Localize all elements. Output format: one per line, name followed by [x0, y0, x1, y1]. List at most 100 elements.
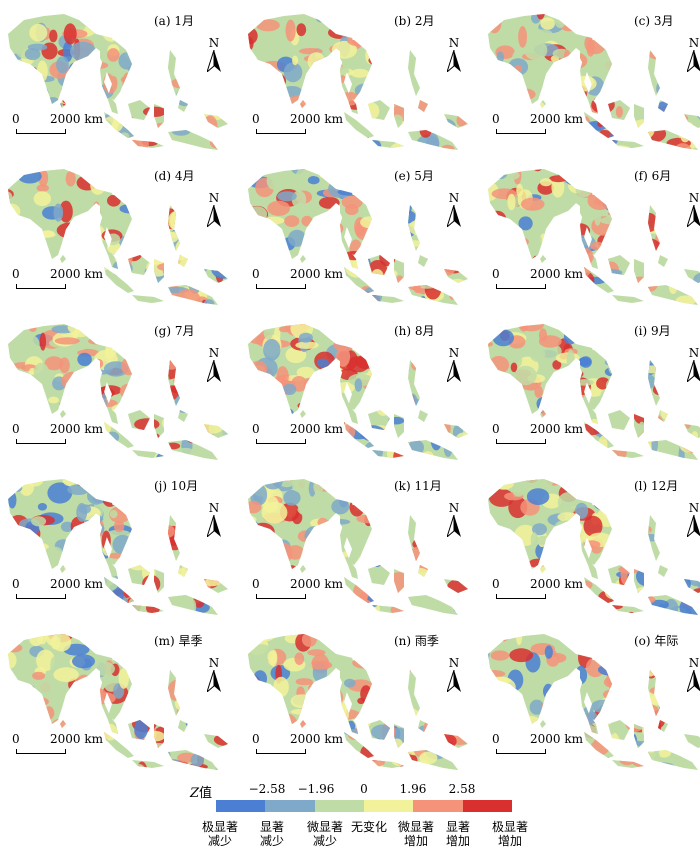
legend-class: 微显著 增加	[397, 820, 435, 848]
legend-class: 显著 增加	[445, 820, 471, 848]
legend-swatch-1	[216, 800, 266, 812]
scale-distance: 2000 km	[290, 267, 344, 281]
north-label: N	[448, 656, 460, 670]
north-arrow-icon: N	[204, 191, 224, 227]
north-label: N	[688, 191, 700, 205]
map-panel: (i) 9月 N 0 2000 km	[484, 314, 700, 469]
map-panel: (h) 8月 N 0 2000 km	[244, 314, 474, 469]
scale-zero: 0	[12, 577, 20, 591]
north-label: N	[208, 191, 220, 205]
north-label: N	[208, 36, 220, 50]
north-arrow-icon: N	[444, 191, 464, 227]
scale-line	[256, 129, 306, 134]
scale-distance: 2000 km	[50, 267, 104, 281]
legend-class: 无变化	[350, 820, 388, 834]
scale-line	[496, 129, 546, 134]
scale-line	[16, 594, 66, 599]
north-label: N	[448, 501, 460, 515]
panel-label: (j) 10月	[154, 479, 199, 493]
north-label: N	[688, 346, 700, 360]
panel-label: (g) 7月	[154, 324, 195, 338]
panel-label: (l) 12月	[634, 479, 679, 493]
z-value-map	[488, 479, 700, 615]
map-panel: (o) 年际 N 0 2000 km	[484, 624, 700, 779]
panel-label: (c) 3月	[634, 14, 674, 28]
north-arrow-icon: N	[204, 36, 224, 72]
north-label: N	[448, 36, 460, 50]
map-panel: (g) 7月 N 0 2000 km	[4, 314, 234, 469]
scale-line	[256, 594, 306, 599]
scale-line	[256, 284, 306, 289]
scale-distance: 2000 km	[50, 422, 104, 436]
scale-distance: 2000 km	[530, 732, 584, 746]
map-panel: (l) 12月 N 0 2000 km	[484, 469, 700, 624]
legend-color-bar	[216, 800, 512, 812]
scale-zero: 0	[252, 112, 260, 126]
scale-zero: 0	[12, 267, 20, 281]
north-arrow-icon: N	[204, 656, 224, 692]
legend-class: 微显著 减少	[306, 820, 344, 848]
scale-distance: 2000 km	[290, 732, 344, 746]
scale-distance: 2000 km	[530, 267, 584, 281]
legend-swatch-4	[363, 800, 414, 812]
scale-zero: 0	[492, 112, 500, 126]
panel-label: (i) 9月	[634, 324, 671, 338]
panel-label: (h) 8月	[394, 324, 435, 338]
z-value-map	[248, 479, 468, 615]
panel-label: (k) 11月	[394, 479, 442, 493]
z-value-map	[488, 14, 700, 150]
north-label: N	[448, 191, 460, 205]
legend-swatch-3	[314, 800, 364, 812]
legend-title: Z值	[190, 786, 213, 801]
panel-label: (b) 2月	[394, 14, 435, 28]
legend-tick: 2.58	[448, 782, 476, 796]
map-panel: (k) 11月 N 0 2000 km	[244, 469, 474, 624]
legend-tick: −1.96	[297, 782, 335, 796]
north-arrow-icon: N	[444, 36, 464, 72]
north-label: N	[208, 656, 220, 670]
scale-zero: 0	[12, 422, 20, 436]
map-panel: (e) 5月 N 0 2000 km	[244, 159, 474, 314]
scale-distance: 2000 km	[290, 422, 344, 436]
north-arrow-icon: N	[444, 656, 464, 692]
scale-distance: 2000 km	[50, 577, 104, 591]
scale-distance: 2000 km	[530, 422, 584, 436]
north-label: N	[208, 346, 220, 360]
scale-distance: 2000 km	[530, 577, 584, 591]
scale-zero: 0	[252, 732, 260, 746]
legend-tick: −2.58	[248, 782, 286, 796]
panel-label: (d) 4月	[154, 169, 195, 183]
north-arrow-icon: N	[684, 346, 700, 382]
scale-distance: 2000 km	[530, 112, 584, 126]
north-label: N	[688, 656, 700, 670]
legend-swatch-6	[462, 800, 512, 812]
panel-label: (e) 5月	[394, 169, 434, 183]
legend: Z值 −2.58 −1.96 0 1.96 2.58 极显著 减少 显著 减少 微显…	[190, 776, 530, 848]
z-value-map	[8, 169, 228, 305]
north-arrow-icon: N	[444, 346, 464, 382]
map-panel: (a) 1月 N 0 2000 km	[4, 4, 234, 159]
map-panel: (m) 旱季 N 0 2000 km	[4, 624, 234, 779]
panel-label: (o) 年际	[634, 634, 679, 648]
scale-zero: 0	[252, 577, 260, 591]
scale-zero: 0	[252, 267, 260, 281]
north-label: N	[688, 501, 700, 515]
north-label: N	[208, 501, 220, 515]
scale-distance: 2000 km	[290, 577, 344, 591]
z-value-map	[8, 479, 228, 615]
legend-swatch-5	[413, 800, 463, 812]
legend-class: 极显著 增加	[491, 820, 529, 848]
z-value-map	[8, 14, 228, 150]
scale-zero: 0	[252, 422, 260, 436]
legend-tick: 1.96	[399, 782, 427, 796]
scale-line	[16, 129, 66, 134]
z-value-map	[488, 634, 700, 770]
north-arrow-icon: N	[684, 191, 700, 227]
scale-line	[16, 284, 66, 289]
z-value-map	[248, 634, 468, 770]
scale-distance: 2000 km	[290, 112, 344, 126]
panel-label: (a) 1月	[154, 14, 194, 28]
scale-line	[256, 439, 306, 444]
map-panel: (j) 10月 N 0 2000 km	[4, 469, 234, 624]
scale-line	[496, 284, 546, 289]
